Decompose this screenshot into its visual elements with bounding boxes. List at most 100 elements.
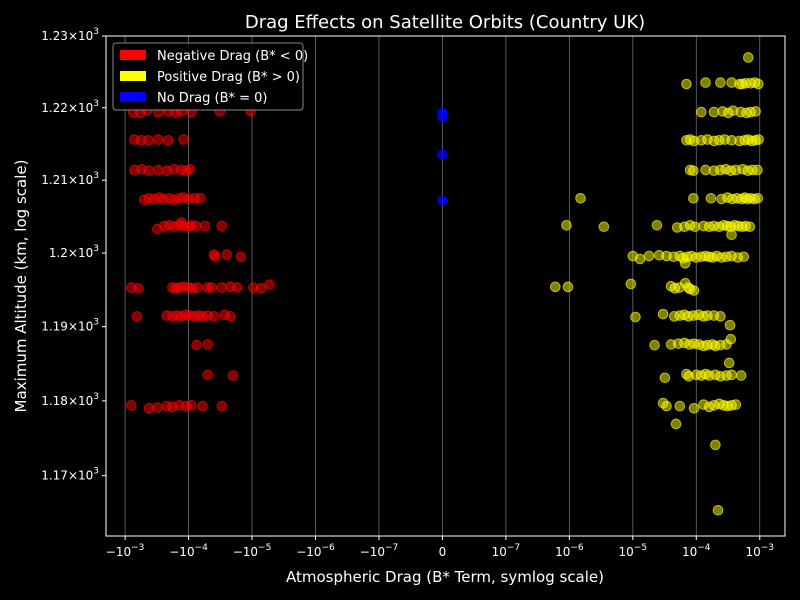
data-point — [708, 106, 720, 118]
data-point — [143, 165, 155, 176]
data-point — [197, 400, 208, 412]
data-point — [715, 311, 726, 322]
data-point — [549, 281, 561, 293]
x-tick-exponent: −6 — [322, 543, 336, 553]
y-tick-label: 1.21×103 — [41, 171, 99, 187]
legend-swatch-positive — [120, 71, 146, 81]
y-tick-exponent: 3 — [93, 99, 99, 109]
x-tick-base: −10 — [169, 545, 194, 559]
y-tick-label: 1.23×103 — [41, 27, 99, 43]
legend-label-zero: No Drag (B* = 0) — [157, 91, 268, 106]
data-point — [437, 195, 448, 206]
data-point — [562, 281, 574, 293]
data-point — [162, 134, 174, 146]
y-tick-exponent: 3 — [93, 392, 99, 402]
series-0 — [125, 105, 275, 414]
data-point — [143, 134, 154, 146]
data-point — [191, 339, 202, 351]
data-point — [437, 107, 448, 119]
y-tick-exponent: 3 — [93, 318, 99, 328]
y-tick-exponent: 3 — [93, 244, 99, 254]
data-point — [202, 369, 213, 381]
data-point — [186, 400, 197, 411]
x-tick-exponent: −4 — [697, 543, 711, 553]
y-tick-mantissa: 1.19×10 — [41, 320, 93, 334]
data-point — [625, 278, 637, 290]
data-point — [725, 333, 737, 345]
x-tick-label: −10−4 — [169, 543, 208, 559]
x-tick-base: −10 — [106, 545, 131, 559]
data-point — [227, 370, 239, 381]
data-point — [192, 282, 203, 293]
data-point — [152, 223, 163, 235]
data-point — [730, 399, 742, 410]
data-point — [649, 339, 660, 351]
y-tick-label: 1.19×103 — [41, 318, 99, 334]
data-point — [750, 106, 761, 117]
data-point — [221, 249, 233, 260]
data-point — [437, 149, 448, 161]
x-tick-base: 10 — [555, 545, 570, 559]
x-tick-label: 10−7 — [492, 543, 521, 559]
data-point — [705, 193, 717, 204]
data-point — [712, 505, 724, 516]
data-point — [726, 229, 737, 241]
x-tick-base: 10 — [745, 545, 760, 559]
data-point — [209, 251, 221, 263]
x-tick-label: 0 — [439, 545, 447, 559]
y-tick-label: 1.17×103 — [41, 467, 99, 483]
data-point — [199, 220, 211, 232]
data-point — [688, 165, 699, 176]
data-point — [753, 78, 764, 90]
y-tick-exponent: 3 — [93, 27, 99, 37]
data-point — [575, 193, 586, 204]
data-point — [132, 283, 144, 294]
data-point — [651, 219, 663, 231]
data-point — [235, 251, 247, 263]
y-tick-mantissa: 1.21×10 — [41, 173, 93, 187]
x-tick-label: 10−6 — [555, 543, 584, 559]
x-tick-label: 10−4 — [682, 543, 711, 559]
data-point — [225, 311, 236, 322]
x-tick-label: −10−7 — [360, 543, 399, 559]
y-tick-label: 1.22×103 — [41, 99, 99, 115]
x-tick-base: 10 — [619, 545, 634, 559]
data-point — [194, 193, 206, 204]
x-tick-base: −10 — [233, 545, 258, 559]
data-point — [202, 339, 213, 350]
series-2 — [437, 107, 448, 206]
series-1 — [549, 52, 764, 516]
data-point — [232, 282, 243, 293]
data-point — [723, 357, 735, 369]
data-point — [131, 311, 143, 322]
y-tick-exponent: 3 — [93, 467, 99, 477]
data-point — [679, 258, 691, 269]
data-point — [561, 219, 572, 231]
x-tick-label: 10−5 — [619, 543, 648, 559]
data-point — [634, 253, 646, 265]
data-point — [738, 251, 750, 263]
data-point — [178, 134, 189, 145]
x-tick-base: 10 — [682, 545, 697, 559]
data-point — [710, 439, 721, 451]
legend-box — [112, 42, 304, 111]
data-point — [752, 193, 764, 204]
data-point — [598, 221, 610, 233]
x-axis-ticks: −10−3 −10−4 −10−5 −10−6 −10−7 0 10−7 10−6 10−5 10… — [106, 536, 774, 559]
y-tick-mantissa: 1.18×10 — [41, 394, 93, 408]
x-tick-exponent: −5 — [634, 543, 647, 553]
data-point — [715, 77, 726, 88]
data-point — [659, 372, 671, 384]
x-tick-label: −10−6 — [296, 543, 335, 559]
data-point — [152, 134, 164, 145]
data-point — [752, 164, 763, 176]
data-point — [700, 77, 711, 88]
x-tick-base: 10 — [492, 545, 507, 559]
data-point — [152, 402, 163, 413]
data-point — [661, 400, 672, 412]
data-points — [125, 52, 764, 516]
x-tick-base: 0 — [439, 545, 447, 559]
y-tick-mantissa: 1.17×10 — [41, 469, 93, 483]
x-tick-label: −10−5 — [233, 543, 272, 559]
data-point — [726, 369, 737, 381]
